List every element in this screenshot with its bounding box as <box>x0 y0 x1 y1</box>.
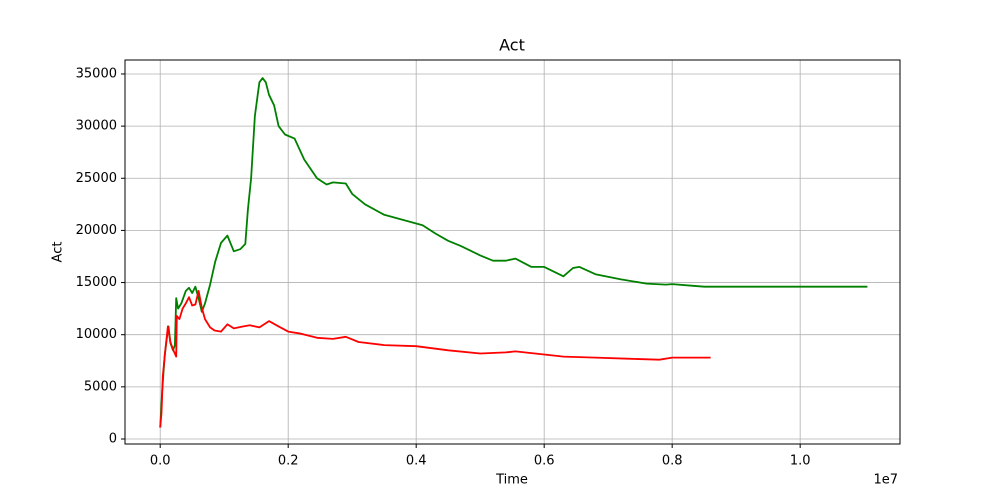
y-tick-label: 25000 <box>76 171 117 186</box>
y-axis-label: Act <box>51 242 66 263</box>
y-tick-label: 20000 <box>76 223 117 238</box>
x-axis-label: Time <box>495 473 528 488</box>
x-tick-label: 0.8 <box>662 454 683 469</box>
plot-frame <box>124 59 901 445</box>
x-tick-label: 0.4 <box>406 454 427 469</box>
x-tick-label: 1.0 <box>790 454 811 469</box>
x-tick-label: 0.0 <box>150 454 171 469</box>
line-series <box>159 290 711 428</box>
line-series <box>159 77 868 428</box>
y-tick-label: 30000 <box>76 119 117 134</box>
y-tick-label: 5000 <box>84 379 117 394</box>
y-tick-label: 0 <box>109 431 117 446</box>
x-tick-label: 0.2 <box>278 454 299 469</box>
chart-title: Act <box>499 36 525 55</box>
x-offset-label: 1e7 <box>873 473 898 488</box>
y-tick-label: 10000 <box>76 327 117 342</box>
y-tick-label: 35000 <box>76 66 117 81</box>
y-tick-label: 15000 <box>76 275 117 290</box>
x-tick-label: 0.6 <box>534 454 555 469</box>
